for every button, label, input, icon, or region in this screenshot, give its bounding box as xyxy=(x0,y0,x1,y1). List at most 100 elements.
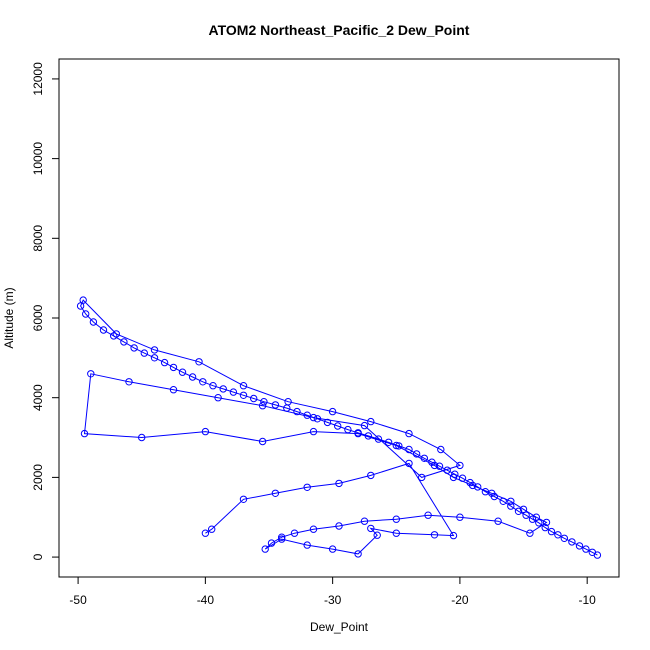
data-point xyxy=(449,473,458,482)
data-point xyxy=(160,358,169,367)
data-point xyxy=(303,541,311,549)
data-point xyxy=(99,326,108,334)
data-point xyxy=(420,454,428,462)
data-point xyxy=(120,338,128,346)
data-point xyxy=(293,407,301,416)
data-point xyxy=(458,474,467,482)
data-point xyxy=(532,513,540,521)
data-point xyxy=(199,378,207,386)
data-point xyxy=(82,310,90,318)
data-point xyxy=(405,459,413,468)
data-point xyxy=(547,527,556,536)
chart-title: ATOM2 Northeast_Pacific_2 Dew_Point xyxy=(209,22,470,38)
data-point xyxy=(373,531,381,539)
data-point xyxy=(488,489,496,497)
data-point xyxy=(392,529,400,537)
data-point xyxy=(554,531,562,539)
data-point xyxy=(250,394,258,403)
y-tick-label: 8000 xyxy=(31,225,45,252)
data-point xyxy=(188,373,197,381)
data-point xyxy=(474,483,482,491)
data-point xyxy=(418,473,426,482)
data-point xyxy=(267,539,276,547)
data-point xyxy=(169,386,178,394)
data-point xyxy=(468,481,477,490)
data-point xyxy=(201,427,210,436)
data-point xyxy=(344,425,352,434)
data-point xyxy=(360,517,369,525)
y-tick-label: 0 xyxy=(31,553,45,560)
series-points xyxy=(76,296,602,559)
data-point xyxy=(451,470,459,478)
data-point xyxy=(219,385,227,393)
data-point xyxy=(367,524,375,533)
data-point xyxy=(209,382,217,390)
data-point xyxy=(575,542,584,550)
data-point xyxy=(125,378,133,386)
data-point xyxy=(313,415,322,423)
data-point xyxy=(405,445,413,454)
y-axis: 0 2000 4000 6000 8000 10000 12000 xyxy=(31,62,60,560)
data-point xyxy=(367,417,375,426)
y-tick-label: 6000 xyxy=(31,304,45,331)
data-point xyxy=(150,346,159,354)
data-point xyxy=(449,531,458,540)
data-point xyxy=(278,533,286,541)
data-point xyxy=(239,495,248,503)
data-point xyxy=(494,517,502,525)
data-point xyxy=(412,450,421,458)
data-point xyxy=(178,368,187,376)
data-point xyxy=(328,545,337,553)
x-axis-label: Dew_Point xyxy=(310,620,369,634)
data-point xyxy=(364,432,372,440)
data-point xyxy=(261,545,269,553)
data-point xyxy=(271,401,280,409)
data-point xyxy=(335,522,343,530)
data-point xyxy=(229,388,238,396)
data-point xyxy=(260,398,268,406)
data-point xyxy=(271,489,280,497)
data-point xyxy=(582,545,590,553)
data-point xyxy=(507,502,515,510)
data-point xyxy=(80,429,89,438)
data-point xyxy=(588,548,596,556)
data-point xyxy=(437,445,445,454)
data-point xyxy=(79,296,87,304)
data-point xyxy=(328,407,337,416)
data-point xyxy=(239,391,248,399)
x-tick-label: -50 xyxy=(69,593,87,607)
y-tick-label: 10000 xyxy=(31,142,45,176)
y-tick-label: 12000 xyxy=(31,62,45,96)
data-point xyxy=(278,535,286,543)
data-point xyxy=(150,354,159,362)
data-point xyxy=(522,511,530,519)
data-point xyxy=(435,462,444,470)
data-point xyxy=(560,534,568,542)
data-point xyxy=(367,471,375,480)
data-point xyxy=(112,330,121,338)
data-point xyxy=(354,550,362,558)
data-point xyxy=(354,429,362,438)
data-point xyxy=(214,394,222,402)
data-point xyxy=(309,427,318,436)
data-point xyxy=(76,302,85,310)
y-tick-label: 4000 xyxy=(31,384,45,411)
data-point xyxy=(138,433,146,442)
data-point xyxy=(499,497,507,505)
data-point xyxy=(130,344,138,352)
data-point xyxy=(258,402,267,410)
x-tick-label: -20 xyxy=(451,593,469,607)
data-point xyxy=(303,411,311,419)
data-point xyxy=(309,525,318,533)
x-tick-label: -40 xyxy=(197,593,215,607)
data-point xyxy=(526,529,534,537)
data-point xyxy=(374,435,383,443)
data-point xyxy=(528,515,537,523)
data-point xyxy=(424,511,432,519)
data-point xyxy=(169,363,178,372)
data-point xyxy=(303,483,311,491)
data-point xyxy=(284,398,292,406)
data-point xyxy=(456,461,464,470)
data-point xyxy=(514,507,523,515)
